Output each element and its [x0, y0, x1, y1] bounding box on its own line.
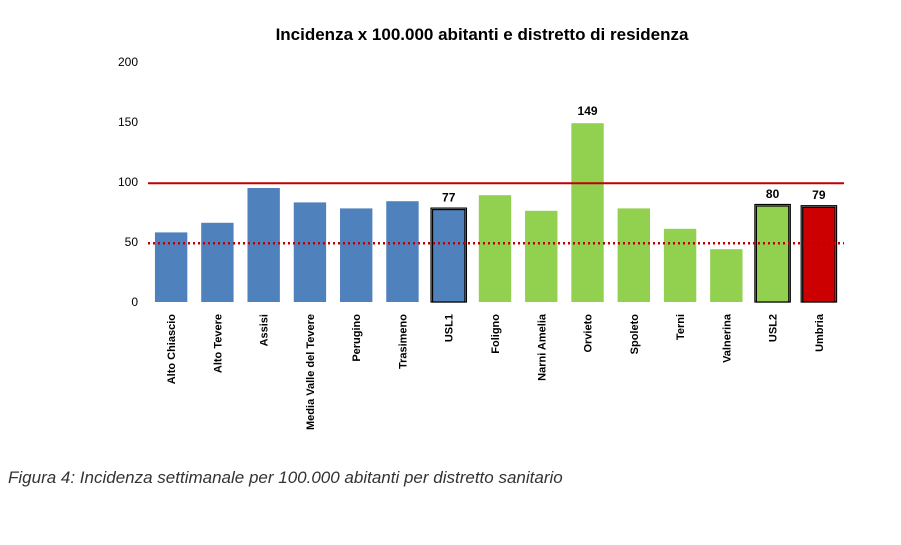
- bar-alto-chiascio: [154, 232, 188, 302]
- figure-caption: Figura 4: Incidenza settimanale per 100.…: [8, 468, 563, 487]
- bar-usl1: [431, 209, 466, 303]
- x-tick-label: Orvieto: [583, 314, 595, 353]
- y-tick-label: 50: [125, 235, 139, 249]
- x-tick-label: Alto Tevere: [212, 314, 224, 373]
- bar-orvieto: [571, 123, 604, 302]
- x-tick-label: Terni: [675, 314, 687, 340]
- bar-media-valle-del-tevere: [293, 202, 327, 302]
- x-tick-label: Media Valle del Tevere: [305, 314, 317, 430]
- x-tick-label: Trasimeno: [397, 314, 409, 369]
- bar-assisi: [247, 188, 280, 302]
- bar-narni-amelia: [525, 210, 558, 302]
- bar-alto-tevere: [201, 222, 234, 302]
- data-label: 77: [442, 191, 456, 205]
- x-tick-label: Narni Amelia: [536, 313, 548, 381]
- x-axis-labels: Alto Chiascio Alto Tevere Assisi Media Vall…: [166, 313, 826, 430]
- data-labels: 77 149 80 79: [442, 104, 826, 204]
- x-tick-label: Alto Chiascio: [166, 314, 178, 385]
- x-tick-label: USL1: [444, 314, 456, 342]
- data-label: 149: [578, 104, 598, 118]
- bar-perugino: [340, 208, 373, 302]
- x-tick-label: Perugino: [351, 314, 363, 362]
- bar-foligno: [478, 195, 512, 302]
- data-label: 79: [812, 188, 826, 202]
- x-tick-label: Spoleto: [629, 314, 641, 355]
- x-tick-label: Assisi: [259, 314, 271, 346]
- y-tick-label: 150: [118, 115, 138, 129]
- x-tick-label: Foligno: [490, 314, 502, 354]
- bar-valnerina: [710, 249, 743, 302]
- reference-lines: [148, 182, 844, 245]
- bar-spoleto: [617, 208, 650, 302]
- y-tick-label: 100: [118, 175, 138, 189]
- bars: [154, 123, 838, 303]
- y-tick-label: 200: [118, 55, 138, 69]
- bar-usl2: [755, 205, 790, 303]
- data-label: 80: [766, 187, 780, 201]
- x-tick-label: USL2: [768, 314, 780, 342]
- incidence-bar-chart: Incidenza x 100.000 abitanti e distretto…: [118, 25, 844, 430]
- x-tick-label: Umbria: [814, 313, 826, 352]
- bar-umbria: [802, 206, 836, 303]
- x-tick-label: Valnerina: [721, 313, 733, 363]
- bar-trasimeno: [386, 201, 419, 302]
- y-tick-label: 0: [131, 295, 138, 309]
- bar-terni: [663, 228, 697, 302]
- chart-title: Incidenza x 100.000 abitanti e distretto…: [276, 25, 689, 44]
- y-axis-ticks: 0 50 100 150 200: [118, 55, 138, 309]
